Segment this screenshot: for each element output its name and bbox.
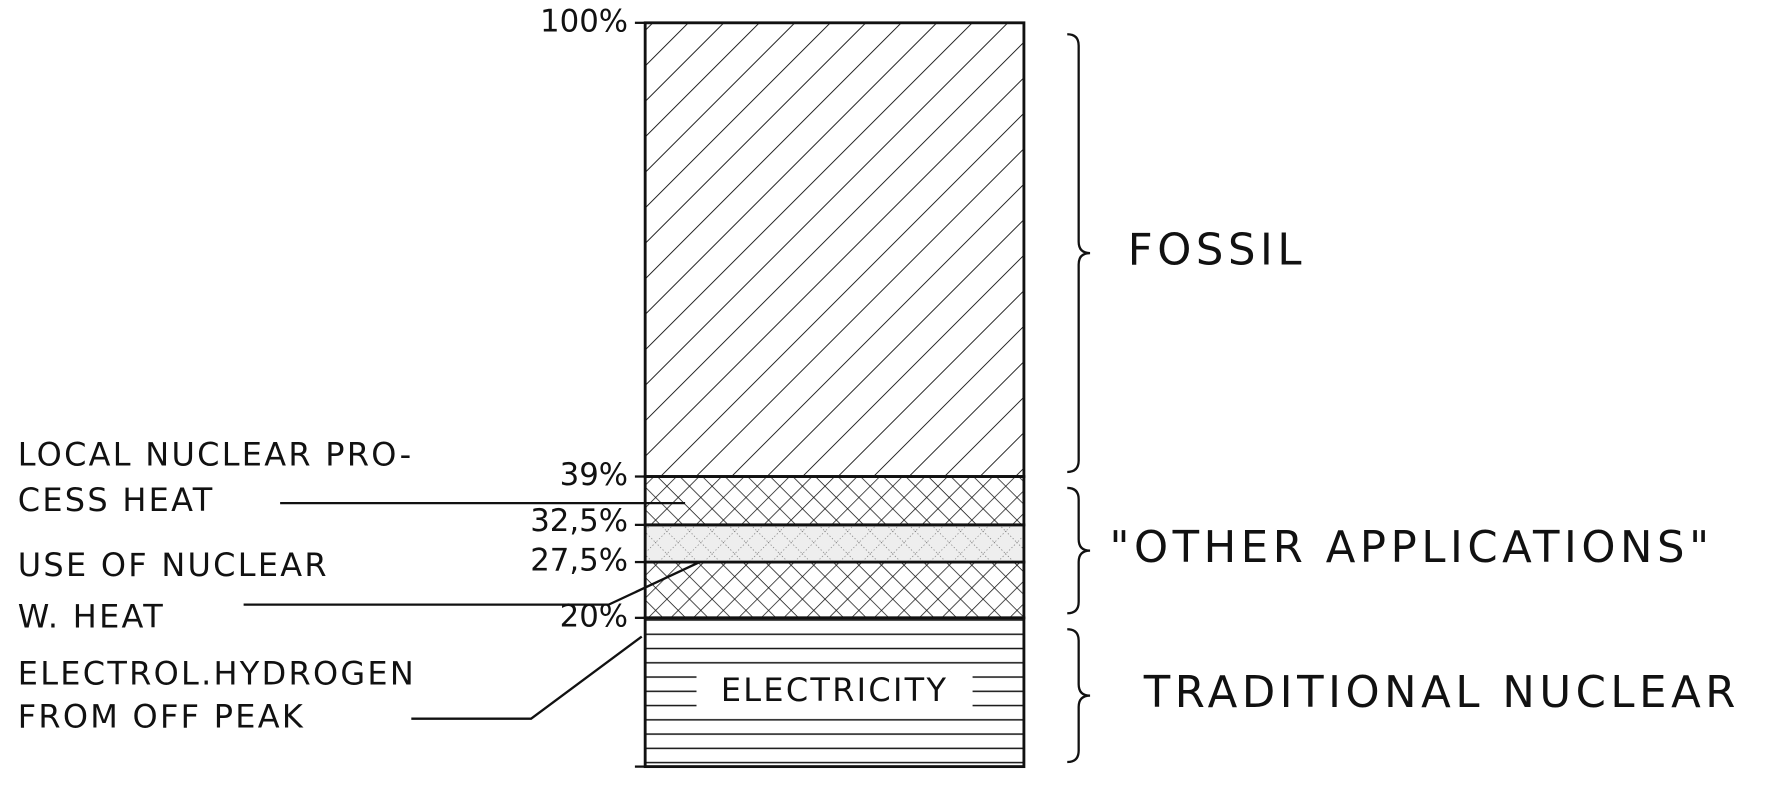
- group-label: "OTHER APPLICATIONS": [1109, 523, 1713, 573]
- bar-segment: [643, 560, 1026, 620]
- y-tick-label: 20%: [560, 598, 628, 634]
- y-tick-label: 0%: [579, 784, 628, 786]
- bar-segment: [643, 523, 1026, 564]
- annotation: ELECTROL.HYDROGEN: [18, 654, 416, 692]
- annotation: FROM OFF PEAK: [18, 698, 305, 736]
- leader-line: [411, 635, 643, 720]
- annotation: CESS HEAT: [18, 481, 215, 519]
- y-tick-label: 39%: [560, 457, 628, 493]
- annotation: USE OF NUCLEAR: [18, 546, 329, 584]
- y-tick-label: 32,5%: [530, 503, 628, 539]
- group-label: FOSSIL: [1128, 226, 1306, 276]
- brace: [1067, 33, 1091, 474]
- annotation: LOCAL NUCLEAR PRO-: [18, 435, 414, 473]
- brace: [1067, 486, 1091, 615]
- y-tick-label: 27,5%: [530, 543, 628, 579]
- annotation: W. HEAT: [18, 597, 165, 635]
- group-label: TRADITIONAL NUCLEAR: [1143, 668, 1740, 718]
- label-background: [696, 672, 973, 712]
- segment-label: ELECTRICITY: [721, 671, 948, 709]
- bar-segment: [643, 21, 1026, 478]
- brace: [1067, 628, 1091, 764]
- y-tick-label: 100%: [540, 3, 628, 39]
- bar-segment: [643, 475, 1026, 527]
